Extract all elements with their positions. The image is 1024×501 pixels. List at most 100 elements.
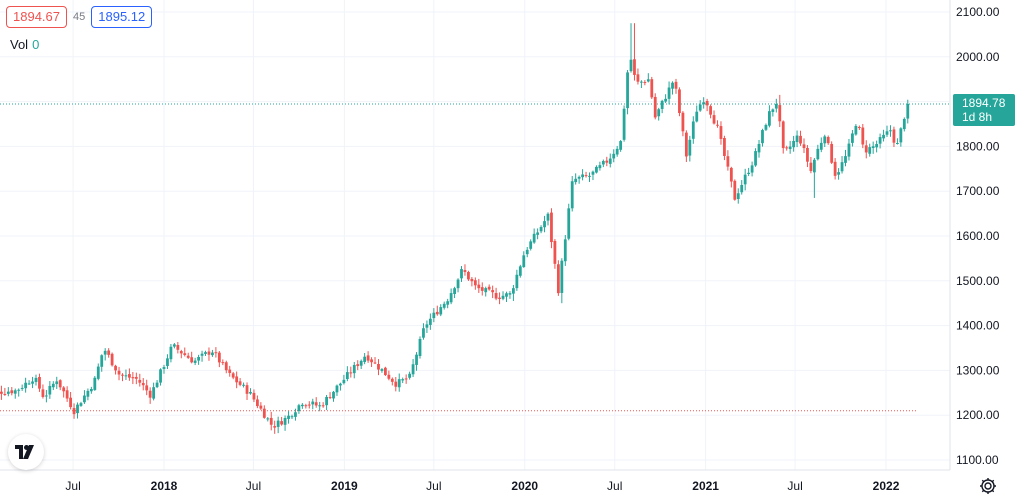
candle xyxy=(79,401,83,407)
candle xyxy=(771,108,775,117)
x-tick-label: 2019 xyxy=(331,479,358,493)
candle xyxy=(321,402,325,408)
candle xyxy=(674,78,678,94)
candle xyxy=(311,398,315,410)
candle xyxy=(761,128,764,147)
candle xyxy=(307,401,311,409)
candle xyxy=(868,143,872,157)
time-axis[interactable]: Jul 2018 Jul 2019 Jul 2020 Jul 2021 Jul 2022 xyxy=(0,469,950,493)
candle xyxy=(861,123,865,149)
candle xyxy=(816,144,820,161)
candle xyxy=(93,375,97,391)
candle xyxy=(667,81,671,105)
candle xyxy=(681,111,685,137)
tradingview-logo-icon[interactable] xyxy=(8,434,44,470)
candle xyxy=(480,282,484,296)
candle xyxy=(902,117,906,132)
candle xyxy=(345,366,349,382)
x-tick-label: Jul xyxy=(426,479,441,493)
candle xyxy=(754,148,757,167)
candle xyxy=(446,298,450,309)
candle xyxy=(162,364,166,374)
candle xyxy=(840,156,844,174)
candle xyxy=(467,270,470,281)
price-axis[interactable]: 2100.002000.001900.001800.001700.001600.… xyxy=(949,0,1000,470)
candle xyxy=(709,104,712,119)
candle xyxy=(138,373,142,387)
candle xyxy=(76,402,79,419)
candle xyxy=(89,386,93,394)
candle xyxy=(878,133,882,149)
candle xyxy=(193,357,197,366)
candle xyxy=(705,98,709,112)
candle xyxy=(228,365,232,377)
y-tick-label: 1700.00 xyxy=(956,184,1000,198)
candle xyxy=(415,352,418,371)
candle xyxy=(584,171,588,178)
candle xyxy=(726,150,730,171)
candle xyxy=(217,351,221,368)
volume-value: 0 xyxy=(32,37,40,52)
candle xyxy=(44,389,48,403)
candle xyxy=(380,368,384,373)
candle xyxy=(152,382,156,401)
candle xyxy=(550,208,553,249)
candle xyxy=(591,170,595,181)
candle xyxy=(352,362,356,379)
candle xyxy=(885,125,889,137)
candle xyxy=(477,278,481,293)
candle xyxy=(712,110,716,125)
candle xyxy=(128,368,131,381)
candle xyxy=(439,304,443,317)
candle xyxy=(809,156,813,174)
candle xyxy=(294,408,297,421)
candles-layer xyxy=(0,23,910,434)
bid-price-box[interactable]: 1894.67 xyxy=(6,6,67,28)
candle xyxy=(781,120,785,154)
candle xyxy=(58,379,62,391)
x-tick-label: Jul xyxy=(65,479,80,493)
candle xyxy=(134,372,138,385)
quote-legend: 1894.67 45 1895.12 xyxy=(6,6,153,28)
candle xyxy=(747,167,751,177)
candle xyxy=(767,105,771,128)
y-tick-label: 2000.00 xyxy=(956,50,1000,64)
candle xyxy=(72,403,76,419)
y-tick-label: 1400.00 xyxy=(956,319,1000,333)
candle xyxy=(581,169,584,181)
candle xyxy=(729,166,733,188)
candle xyxy=(6,387,10,397)
candle xyxy=(197,354,200,365)
candle xyxy=(41,384,45,399)
candle xyxy=(418,336,422,359)
y-tick-label: 1500.00 xyxy=(956,274,1000,288)
gear-icon[interactable] xyxy=(978,476,998,496)
candle xyxy=(889,125,892,137)
candle xyxy=(487,284,491,291)
candle xyxy=(812,157,816,198)
x-tick-label: 2022 xyxy=(873,479,900,493)
candle xyxy=(131,371,135,385)
bar-countdown: 1d 8h xyxy=(962,110,993,124)
candle xyxy=(48,381,52,399)
candle xyxy=(595,165,598,174)
candle xyxy=(806,145,809,168)
candle xyxy=(377,359,380,376)
candle xyxy=(172,343,176,349)
candle xyxy=(757,139,761,158)
candle xyxy=(65,386,69,402)
candle xyxy=(522,251,526,268)
candle xyxy=(266,417,270,422)
candle xyxy=(605,156,609,167)
y-tick-label: 1300.00 xyxy=(956,363,1000,377)
candle xyxy=(221,359,225,366)
last-price-value: 1894.78 xyxy=(962,96,1006,110)
candle xyxy=(636,68,640,85)
candle xyxy=(17,388,21,397)
candle xyxy=(505,291,508,302)
candle xyxy=(145,379,149,396)
candle xyxy=(259,402,263,411)
candle xyxy=(328,392,332,400)
ask-price-box[interactable]: 1895.12 xyxy=(91,6,153,28)
